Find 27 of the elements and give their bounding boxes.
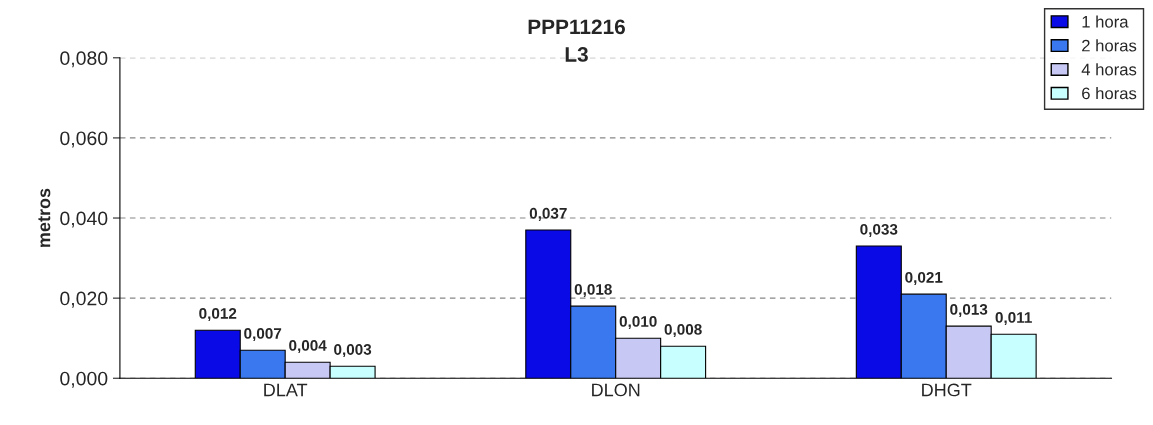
data-label: 0,004 xyxy=(289,340,327,354)
data-label: 0,011 xyxy=(995,312,1032,326)
data-label: 0,010 xyxy=(619,316,657,330)
data-label: 0,037 xyxy=(529,207,567,221)
data-label: 0,012 xyxy=(199,308,237,322)
x-tick-label: DLON xyxy=(592,383,640,397)
legend-label: 6 horas xyxy=(1082,87,1137,100)
y-tick-label: 0,080 xyxy=(60,51,108,68)
data-label: 0,008 xyxy=(664,324,702,338)
data-label: 0,018 xyxy=(574,283,612,298)
x-tick-label: DHGT xyxy=(922,383,972,397)
data-label: 0,013 xyxy=(950,304,988,318)
data-label: 0,033 xyxy=(860,223,898,237)
y-tick-label: 0,060 xyxy=(60,131,108,148)
legend-label: 2 horas xyxy=(1082,39,1137,52)
y-tick-label: 0,000 xyxy=(60,371,108,388)
legend-label: 1 hora xyxy=(1082,15,1129,28)
data-label: 0,003 xyxy=(334,344,372,358)
chart-title: PPP11216 xyxy=(528,19,625,35)
y-tick-label: 0,040 xyxy=(60,211,108,228)
legend-label: 4 horas xyxy=(1081,63,1137,76)
y-tick-label: 0,020 xyxy=(60,291,108,308)
data-label: 0,021 xyxy=(905,271,943,285)
data-label: 0,007 xyxy=(244,328,282,342)
y-axis-title: metros xyxy=(38,188,51,247)
x-tick-label: DLAT xyxy=(264,383,308,397)
chart-subtitle: L3 xyxy=(565,47,588,62)
